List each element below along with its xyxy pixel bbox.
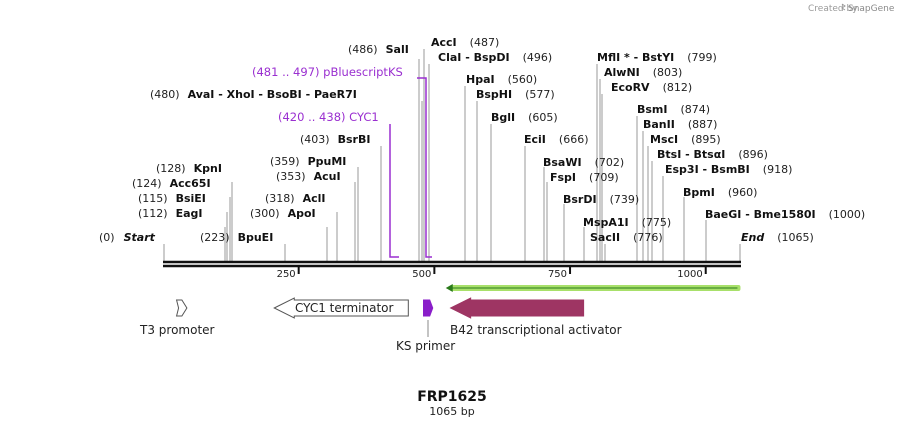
primer-label-pbluescript: (481 .. 497) pBluescriptKS — [252, 65, 403, 79]
site-label-ppumi: (359) PpuMI — [270, 155, 346, 168]
site-label-baegi: BaeGI - Bme1580I (1000) — [705, 208, 865, 221]
orf-arrow — [445, 284, 741, 292]
feature-label-ks-primer: KS primer — [396, 339, 455, 353]
feature-label-b42: B42 transcriptional activator — [450, 323, 622, 337]
credit-brand: SnapGene — [848, 4, 895, 14]
site-label-acci: AccI (487) — [431, 36, 499, 49]
site-label-ecorv: EcoRV (812) — [611, 81, 692, 94]
start-label: (0) Start — [99, 231, 156, 244]
site-label-fspi: FspI (709) — [550, 171, 619, 184]
site-labels-right: AccI (487) ClaI - BspDI (496) HpaI (560) Bs… — [431, 36, 865, 244]
site-label-saii: (486) SalI — [348, 43, 409, 56]
feature-track — [175, 297, 585, 319]
site-label-bpuei: (223) BpuEI — [200, 231, 273, 244]
snapgene-credit: Created by SnapGene — [808, 3, 895, 14]
site-label-bglii: BglI (605) — [491, 111, 558, 124]
site-label-clai: ClaI - BspDI (496) — [438, 51, 552, 64]
site-label-bpmi: BpmI (960) — [683, 186, 757, 199]
site-label-apoi: (300) ApoI — [250, 207, 316, 220]
site-label-sacii: SacII (776) — [590, 231, 663, 244]
site-label-btsi: BtsI - BtsαI (896) — [657, 148, 768, 161]
end-label: End (1065) — [741, 231, 814, 244]
site-label-hpai: HpaI (560) — [466, 73, 537, 86]
site-label-mfli: MflI * - BstYI (799) — [597, 51, 717, 64]
site-label-ecii: EciI (666) — [524, 133, 589, 146]
site-label-bsmi: BsmI (874) — [637, 103, 710, 116]
feature-ks-primer — [423, 299, 434, 317]
site-label-banii: BanII (887) — [643, 118, 717, 131]
feature-cyc1-terminator — [273, 297, 409, 319]
map-length: 1065 bp — [429, 405, 474, 418]
feature-label-cyc1-terminator: CYC1 terminator — [295, 301, 394, 315]
tick-label-750: 750 — [548, 269, 567, 280]
orf-arrowhead-icon — [445, 284, 453, 292]
site-label-msci: MscI (895) — [650, 133, 721, 146]
site-label-kpni: (128) KpnI — [156, 162, 222, 175]
tick-label-1000: 1000 — [677, 269, 702, 280]
tick-label-500: 500 — [412, 269, 431, 280]
site-label-bsawi: BsaWI (702) — [543, 156, 624, 169]
site-label-esp3i: Esp3I - BsmBI (918) — [665, 163, 792, 176]
site-lines — [163, 49, 741, 262]
cyc1-primer-marker — [389, 124, 399, 258]
site-label-bsrbi: (403) BsrBI — [300, 133, 370, 146]
map-title: FRP1625 — [417, 389, 487, 405]
site-labels: (0) Start (112) EagI (115) BsiEI (124) Acc65… — [99, 43, 409, 244]
site-label-acli: (318) AclI — [265, 192, 326, 205]
site-label-bsiei: (115) BsiEI — [138, 192, 206, 205]
site-label-acc65i: (124) Acc65I — [132, 177, 211, 190]
feature-b42 — [449, 297, 585, 319]
snapgene-logo-icon — [841, 3, 846, 11]
primer-label-cyc1: (420 .. 438) CYC1 — [278, 110, 379, 124]
site-label-avai: (480) AvaI - XhoI - BsoBI - PaeR7I — [150, 88, 357, 101]
primer-markers — [389, 77, 432, 258]
tick-label-250: 250 — [277, 269, 296, 280]
site-label-eagi: (112) EagI — [138, 207, 203, 220]
site-label-mspa1i: MspA1I (775) — [583, 216, 671, 229]
sequence-backbone — [163, 260, 741, 268]
site-label-bsphi: BspHI (577) — [476, 88, 555, 101]
feature-label-t3-promoter: T3 promoter — [139, 323, 215, 337]
site-label-acui: (353) AcuI — [276, 170, 341, 183]
site-label-alwni: AlwNI (803) — [604, 66, 682, 79]
feature-t3-promoter — [175, 299, 188, 317]
ruler-ticks: 250 500 750 1000 — [277, 266, 707, 280]
site-label-bsrdi: BsrDI (739) — [563, 193, 639, 206]
pbluescript-primer-marker — [417, 77, 432, 258]
credit-text: Created by — [808, 4, 858, 14]
